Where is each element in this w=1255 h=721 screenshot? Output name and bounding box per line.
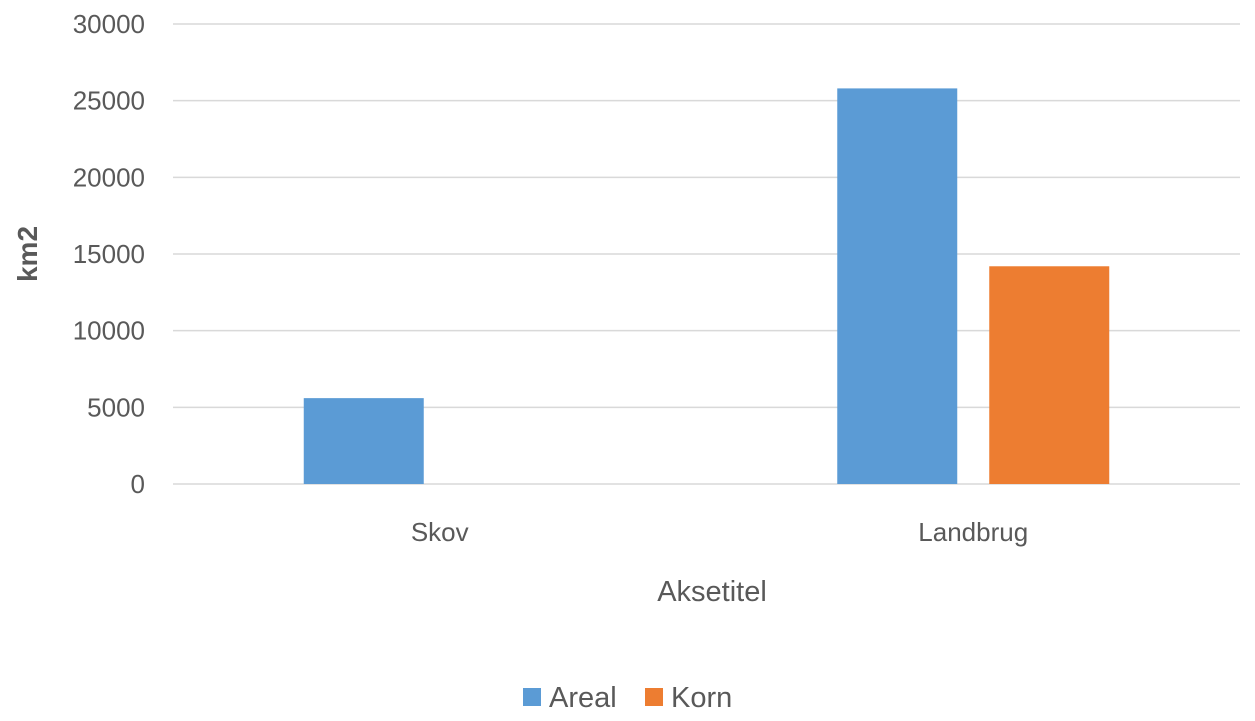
x-axis-title: Aksetitel [657, 576, 767, 608]
legend-swatch-korn [645, 688, 663, 706]
y-tick-label: 20000 [73, 162, 145, 192]
y-tick-label: 30000 [73, 9, 145, 39]
y-tick-label: 15000 [73, 239, 145, 269]
bars [303, 88, 1110, 485]
legend: Areal Korn [523, 682, 732, 714]
x-axis-ticks: Skov Landbrug [411, 517, 1028, 547]
x-tick-label: Landbrug [918, 517, 1028, 547]
x-tick-label: Skov [411, 517, 469, 547]
y-tick-label: 0 [131, 469, 145, 499]
y-axis-ticks: 0 5000 10000 15000 20000 25000 30000 [73, 9, 145, 499]
legend-swatch-areal [523, 688, 541, 706]
legend-label-areal: Areal [549, 682, 617, 714]
y-tick-label: 25000 [73, 86, 145, 116]
y-axis-title: km2 [12, 226, 43, 282]
y-tick-label: 10000 [73, 316, 145, 346]
legend-label-korn: Korn [671, 682, 732, 714]
bar-korn-landbrug [989, 266, 1110, 484]
y-tick-label: 5000 [87, 392, 145, 422]
bar-areal-skov [303, 398, 424, 484]
bar-areal-landbrug [837, 88, 958, 485]
